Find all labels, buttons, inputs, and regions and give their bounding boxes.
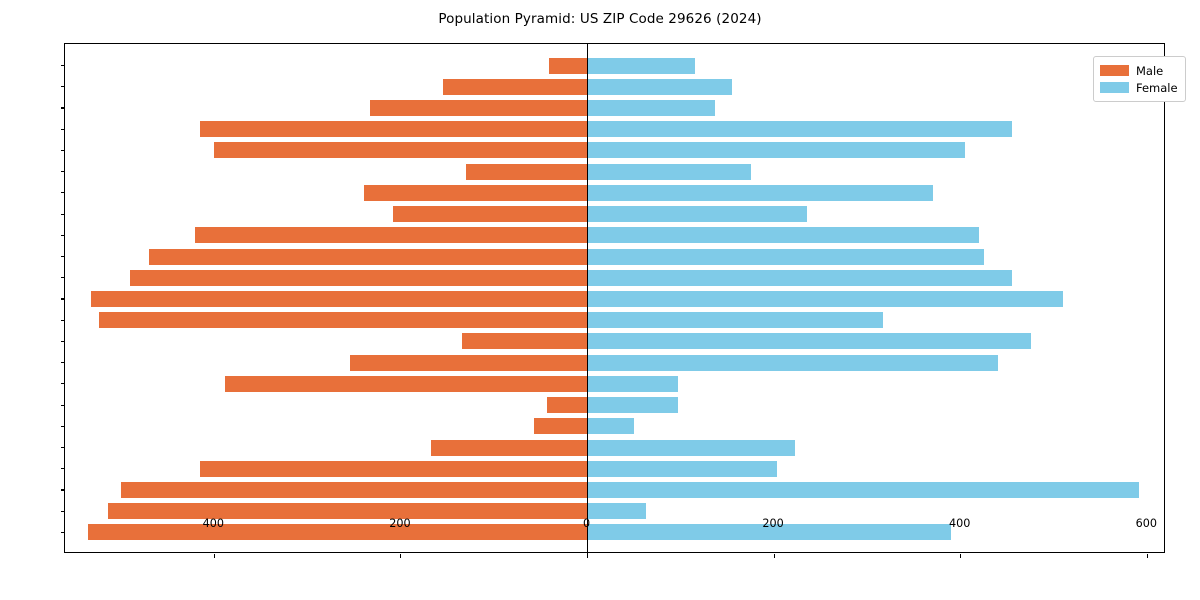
bar-male [466,163,588,180]
bar-female [587,418,635,435]
y-tick-mark [61,213,65,215]
plot-area [61,43,1165,558]
x-tick-mark [400,554,402,558]
bar-female [587,100,716,117]
x-tick-mark [960,554,962,558]
legend-label-male: Male [1136,63,1164,78]
legend-label-female: Female [1136,80,1178,95]
x-tick-label: 400 [949,517,971,530]
y-tick-mark [61,383,65,385]
bar-female [587,460,777,477]
bar-male [98,312,588,329]
bar-female [587,291,1064,307]
bar-female [587,142,966,159]
bar-female [587,227,980,244]
bar-male [88,524,588,541]
bar-female [587,503,647,520]
chart-title: Population Pyramid: US ZIP Code 29626 (2… [438,11,762,27]
bar-female [587,312,884,329]
chart-legend: Male Female [1093,56,1186,102]
bar-male [200,121,588,138]
bars-layer [65,44,1164,552]
y-tick-mark [61,298,65,300]
bar-male [225,375,588,392]
bar-female [587,354,999,371]
bar-female [587,206,807,223]
y-tick-mark [61,340,65,342]
bar-male [393,206,588,223]
y-tick-mark [61,404,65,406]
bar-female [587,375,678,392]
x-tick-label: 0 [582,517,591,530]
y-tick-mark [61,128,65,130]
bar-male [442,78,588,95]
legend-swatch-male [1100,65,1129,76]
x-tick-label: 200 [762,517,784,530]
bar-male [194,227,588,244]
y-tick-mark [61,149,65,152]
zero-axis-line [586,44,589,554]
y-tick-mark [61,234,65,236]
x-tick-label: 400 [202,517,224,530]
y-tick-mark [61,425,65,427]
y-tick-mark [61,256,65,258]
legend-swatch-female [1100,82,1129,93]
bar-female [587,184,933,201]
bar-female [587,333,1031,350]
y-tick-mark [61,446,65,449]
legend-item-male[interactable]: Male [1100,62,1178,79]
y-tick-mark [61,319,65,321]
y-tick-mark [61,86,65,88]
x-tick-mark [586,554,589,558]
bar-female [587,78,733,95]
bar-female [587,269,1013,286]
y-tick-mark [61,510,65,512]
y-tick-mark [61,171,65,173]
bar-male [200,460,588,477]
bar-male [547,397,588,414]
x-tick-mark [773,554,775,558]
y-tick-mark [61,192,65,194]
bar-male [370,100,588,117]
bar-male [130,269,588,286]
bar-female [587,163,751,180]
x-tick-label: 200 [389,517,411,530]
bar-male [430,439,588,456]
bar-male [534,418,588,435]
bar-male [214,142,588,159]
bar-male [549,57,588,74]
x-tick-label: 600 [1135,517,1158,530]
y-tick-mark [61,277,65,279]
y-tick-mark [61,468,65,470]
legend-item-female[interactable]: Female [1100,79,1178,96]
bar-female [587,248,985,265]
bar-male [120,481,588,498]
bar-male [148,248,588,265]
y-tick-mark [61,489,65,491]
bar-female [587,57,695,74]
bar-female [587,481,1139,498]
bar-male [363,184,588,201]
bar-male [349,354,588,371]
bar-male [107,503,588,520]
bar-male [91,291,588,307]
bar-female [587,121,1013,138]
y-tick-mark [61,65,65,67]
bar-female [587,439,795,456]
bar-female [587,397,678,414]
y-tick-mark [61,531,65,533]
y-tick-mark [61,107,65,109]
bar-female [587,524,952,541]
bar-male [461,333,588,350]
x-tick-mark [1146,554,1148,558]
x-tick-mark [213,554,215,558]
y-tick-mark [61,362,65,364]
